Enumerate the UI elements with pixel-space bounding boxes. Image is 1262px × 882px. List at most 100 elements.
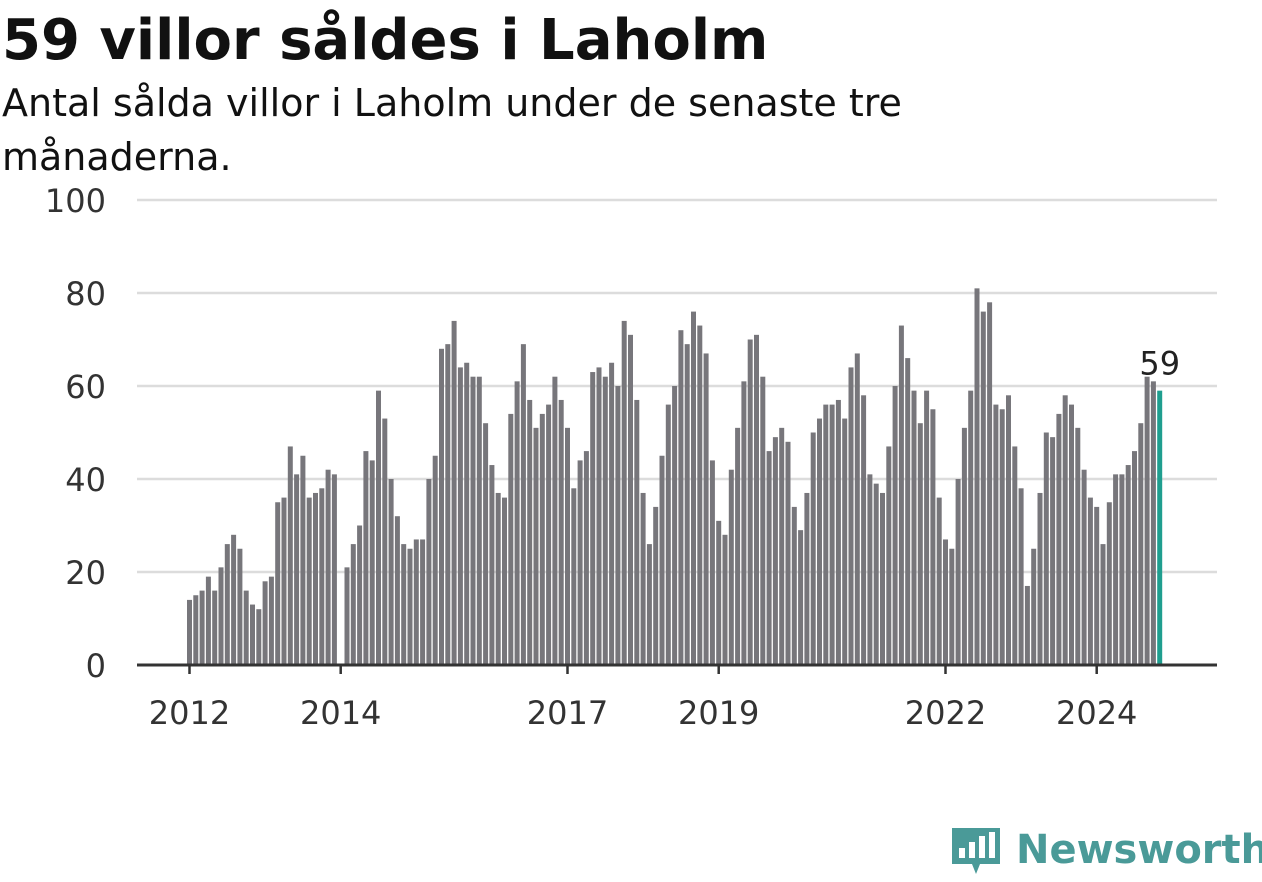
- bar: [691, 311, 696, 665]
- bar: [961, 427, 967, 665]
- bar: [873, 483, 879, 665]
- bar: [728, 469, 734, 665]
- bar: [968, 390, 974, 665]
- bar: [527, 399, 533, 665]
- bar: [1069, 404, 1074, 665]
- bar: [678, 330, 684, 665]
- bar: [936, 497, 942, 665]
- bar: [886, 446, 892, 665]
- bar: [1106, 502, 1112, 665]
- bar: [577, 460, 583, 665]
- bar: [1113, 474, 1119, 665]
- bar: [1125, 465, 1131, 665]
- newsworthy-logo: Newsworthy: [950, 818, 1262, 882]
- bar: [331, 474, 337, 665]
- bar: [231, 534, 237, 665]
- bar: [281, 497, 287, 665]
- bar: [993, 404, 999, 665]
- bar: [445, 344, 451, 665]
- bar: [357, 525, 363, 665]
- bar: [1138, 423, 1144, 665]
- bar: [1056, 413, 1062, 665]
- chart-subtitle: Antal sålda villor i Laholm under de sen…: [2, 81, 902, 179]
- bar: [224, 544, 230, 665]
- bar: [363, 451, 369, 665]
- bar: [905, 358, 911, 665]
- bar: [798, 530, 804, 665]
- bar: [741, 381, 747, 665]
- bar: [571, 488, 577, 665]
- bar: [407, 548, 413, 665]
- bar: [1043, 432, 1049, 665]
- chart-speech-bubble-icon: [952, 828, 1000, 874]
- y-tick-label: 0: [86, 647, 106, 685]
- bar: [1087, 497, 1093, 665]
- bar: [237, 548, 243, 665]
- bar: [602, 376, 608, 665]
- bar: [476, 376, 482, 665]
- x-tick-label: 2019: [678, 694, 759, 732]
- bar: [672, 386, 678, 665]
- bar: [313, 492, 318, 665]
- bar: [275, 502, 281, 665]
- bar: [1100, 544, 1106, 665]
- bar: [609, 362, 615, 665]
- bar: [785, 441, 791, 665]
- bar: [955, 479, 961, 665]
- bar: [974, 288, 980, 665]
- bar: [716, 520, 722, 665]
- bar: [1062, 395, 1068, 665]
- bar: [464, 362, 470, 665]
- bar: [520, 344, 526, 665]
- bar: [861, 395, 867, 665]
- bar: [187, 599, 192, 665]
- bar: [250, 604, 255, 665]
- bar: [306, 497, 312, 665]
- bar: [646, 544, 652, 665]
- bar: [319, 488, 325, 665]
- bar: [344, 567, 350, 665]
- bar: [382, 418, 388, 665]
- bar: [1144, 376, 1150, 665]
- bar: [287, 446, 293, 665]
- bar: [432, 455, 438, 665]
- bar: [193, 595, 199, 665]
- bar: [583, 451, 589, 665]
- x-tick-label: 2014: [300, 694, 381, 732]
- bar: [835, 399, 841, 665]
- bar: [634, 399, 640, 665]
- bar: [791, 506, 797, 665]
- chart-title: 59 villor såldes i Laholm: [2, 8, 769, 73]
- bars: [187, 288, 1163, 665]
- last-value-label: 59: [1139, 345, 1180, 383]
- bar: [653, 506, 659, 665]
- bar: [508, 413, 514, 665]
- bar: [722, 534, 728, 665]
- bar: [779, 427, 785, 665]
- bar: [212, 590, 218, 665]
- bar: [999, 409, 1005, 665]
- bar: [943, 539, 948, 665]
- bar: [817, 418, 822, 665]
- bar: [199, 590, 205, 665]
- bar: [898, 325, 904, 665]
- brand-name: Newsworthy: [1016, 827, 1262, 873]
- bar: [829, 404, 835, 665]
- x-tick-label: 2012: [149, 694, 230, 732]
- bar: [451, 320, 457, 665]
- bar: [709, 460, 715, 665]
- bar: [621, 320, 627, 665]
- bar: [880, 492, 885, 665]
- bar: [1094, 506, 1100, 665]
- bar: [1006, 395, 1011, 665]
- bar: [924, 390, 930, 665]
- bar: [911, 390, 917, 665]
- bar-highlighted: [1157, 390, 1163, 665]
- bar: [565, 427, 570, 665]
- bar: [439, 348, 444, 665]
- y-tick-label: 100: [45, 182, 106, 220]
- bar: [628, 334, 633, 665]
- bar: [640, 492, 646, 665]
- bar: [1037, 492, 1043, 665]
- x-tick-label: 2017: [527, 694, 608, 732]
